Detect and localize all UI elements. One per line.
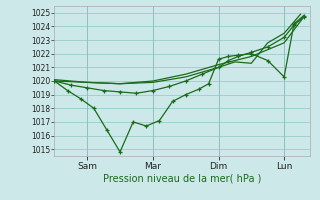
X-axis label: Pression niveau de la mer( hPa ): Pression niveau de la mer( hPa ) [103, 173, 261, 183]
